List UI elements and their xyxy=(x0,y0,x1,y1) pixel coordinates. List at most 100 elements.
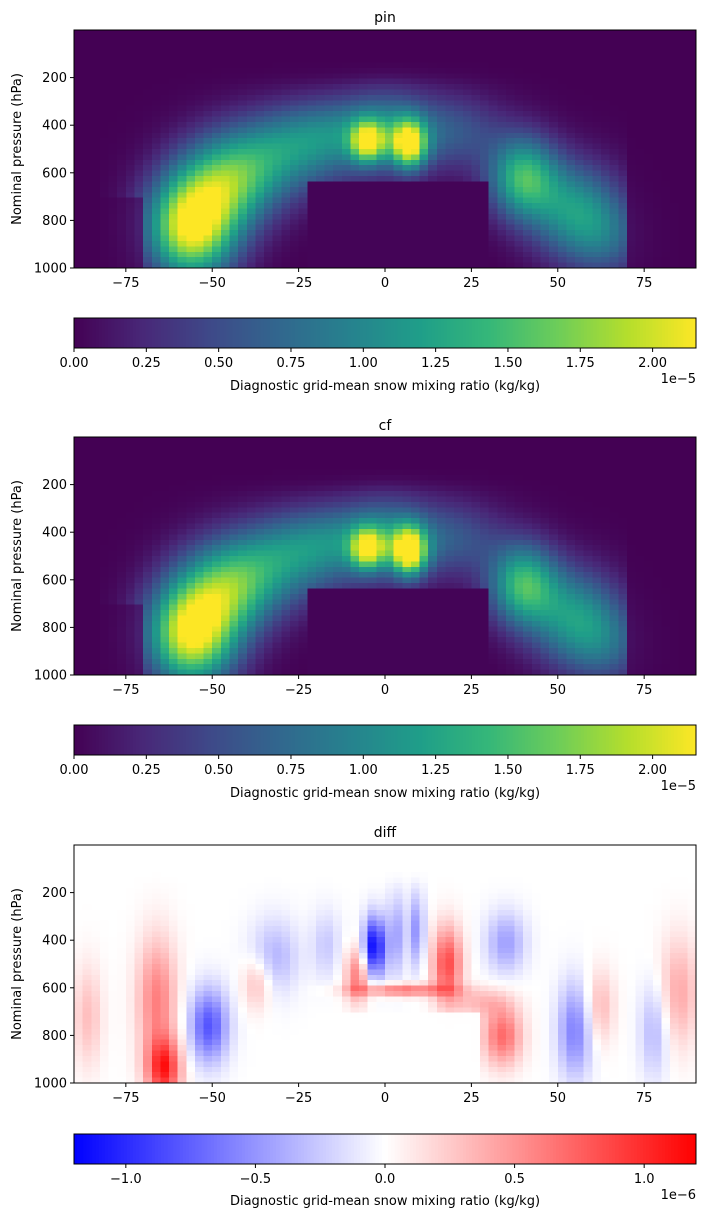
heatmap-cell xyxy=(592,225,601,231)
heatmap-cell xyxy=(618,160,627,166)
heatmap-cell xyxy=(350,198,359,204)
heatmap-cell xyxy=(342,68,351,74)
heatmap-cell xyxy=(636,459,645,465)
heatmap-cell xyxy=(445,502,454,508)
heatmap-cell xyxy=(91,252,100,258)
heatmap-cell xyxy=(212,73,221,79)
heatmap-cell xyxy=(83,171,92,177)
heatmap-cell xyxy=(350,209,359,215)
heatmap-cell xyxy=(549,122,558,128)
heatmap-cell xyxy=(109,149,118,155)
heatmap-cell xyxy=(610,513,619,519)
heatmap-cell xyxy=(109,453,118,459)
heatmap-cell xyxy=(394,30,403,36)
heatmap-cell xyxy=(411,545,420,551)
heatmap-cell xyxy=(126,160,135,166)
heatmap-cell xyxy=(238,252,247,258)
heatmap-cell xyxy=(523,127,532,133)
heatmap-cell xyxy=(117,138,126,144)
heatmap-cell xyxy=(186,464,195,470)
heatmap-cell xyxy=(584,230,593,236)
heatmap-cell xyxy=(247,106,256,112)
heatmap-cell xyxy=(247,513,256,519)
heatmap-cell xyxy=(402,57,411,63)
heatmap-cell xyxy=(290,475,299,481)
heatmap-cell xyxy=(290,46,299,52)
heatmap-cell xyxy=(152,111,161,117)
heatmap-cell xyxy=(471,534,480,540)
heatmap-cell xyxy=(134,35,143,41)
heatmap-cell xyxy=(463,545,472,551)
heatmap-cell xyxy=(394,497,403,503)
heatmap-cell xyxy=(558,459,567,465)
heatmap-cell xyxy=(653,187,662,193)
heatmap-cell xyxy=(204,464,213,470)
heatmap-cell xyxy=(679,46,688,52)
heatmap-cell xyxy=(636,475,645,481)
heatmap-cell xyxy=(143,529,152,535)
heatmap-cell xyxy=(445,246,454,252)
heatmap-cell xyxy=(627,209,636,215)
heatmap-cell xyxy=(644,442,653,448)
heatmap-cell xyxy=(687,133,696,139)
heatmap-cell xyxy=(428,502,437,508)
heatmap-cell xyxy=(264,513,273,519)
heatmap-cell xyxy=(368,187,377,193)
heatmap-cell xyxy=(178,41,187,47)
heatmap-cell xyxy=(437,518,446,524)
heatmap-cell xyxy=(610,52,619,58)
heatmap-cell xyxy=(255,73,264,79)
heatmap-cell xyxy=(385,192,394,198)
colorbar-tick-label: 0.75 xyxy=(277,356,306,371)
heatmap-cell xyxy=(636,198,645,204)
heatmap-cell xyxy=(679,518,688,524)
heatmap-cell xyxy=(160,149,169,155)
heatmap-cell xyxy=(169,230,178,236)
heatmap-cell xyxy=(273,127,282,133)
heatmap-cell xyxy=(212,41,221,47)
heatmap-cell xyxy=(368,534,377,540)
heatmap-cell xyxy=(506,84,515,90)
heatmap-cell xyxy=(134,442,143,448)
heatmap-cell xyxy=(221,464,230,470)
heatmap-cell xyxy=(670,30,679,36)
heatmap-cell xyxy=(679,448,688,454)
heatmap-cell xyxy=(471,453,480,459)
heatmap-cell xyxy=(359,486,368,492)
heatmap-cell xyxy=(325,513,334,519)
heatmap-cell xyxy=(471,442,480,448)
heatmap-cell xyxy=(480,122,489,128)
heatmap-cell xyxy=(549,46,558,52)
heatmap-cell xyxy=(134,241,143,247)
heatmap-cell xyxy=(126,111,135,117)
heatmap-cell xyxy=(506,252,515,258)
heatmap-cell xyxy=(661,192,670,198)
heatmap-cell xyxy=(523,100,532,106)
heatmap-cell xyxy=(160,507,169,513)
heatmap-cell xyxy=(91,507,100,513)
heatmap-cell xyxy=(350,84,359,90)
heatmap-cell xyxy=(385,540,394,546)
heatmap-cell xyxy=(100,198,109,204)
heatmap-cell xyxy=(376,79,385,85)
heatmap-cell xyxy=(454,252,463,258)
heatmap-cell xyxy=(307,257,316,263)
heatmap-cell xyxy=(152,534,161,540)
heatmap-cell xyxy=(238,502,247,508)
heatmap-cell xyxy=(541,448,550,454)
heatmap-cell xyxy=(575,106,584,112)
heatmap-cell xyxy=(221,524,230,530)
heatmap-cell xyxy=(316,545,325,551)
heatmap-cell xyxy=(558,117,567,123)
heatmap-cell xyxy=(350,187,359,193)
heatmap-cell xyxy=(264,491,273,497)
heatmap-cell xyxy=(342,52,351,58)
heatmap-cell xyxy=(506,62,515,68)
heatmap-cell xyxy=(420,133,429,139)
heatmap-cell xyxy=(644,246,653,252)
heatmap-cell xyxy=(359,497,368,503)
heatmap-cell xyxy=(463,469,472,475)
heatmap-cell xyxy=(428,529,437,535)
heatmap-cell xyxy=(126,518,135,524)
heatmap-cell xyxy=(411,513,420,519)
